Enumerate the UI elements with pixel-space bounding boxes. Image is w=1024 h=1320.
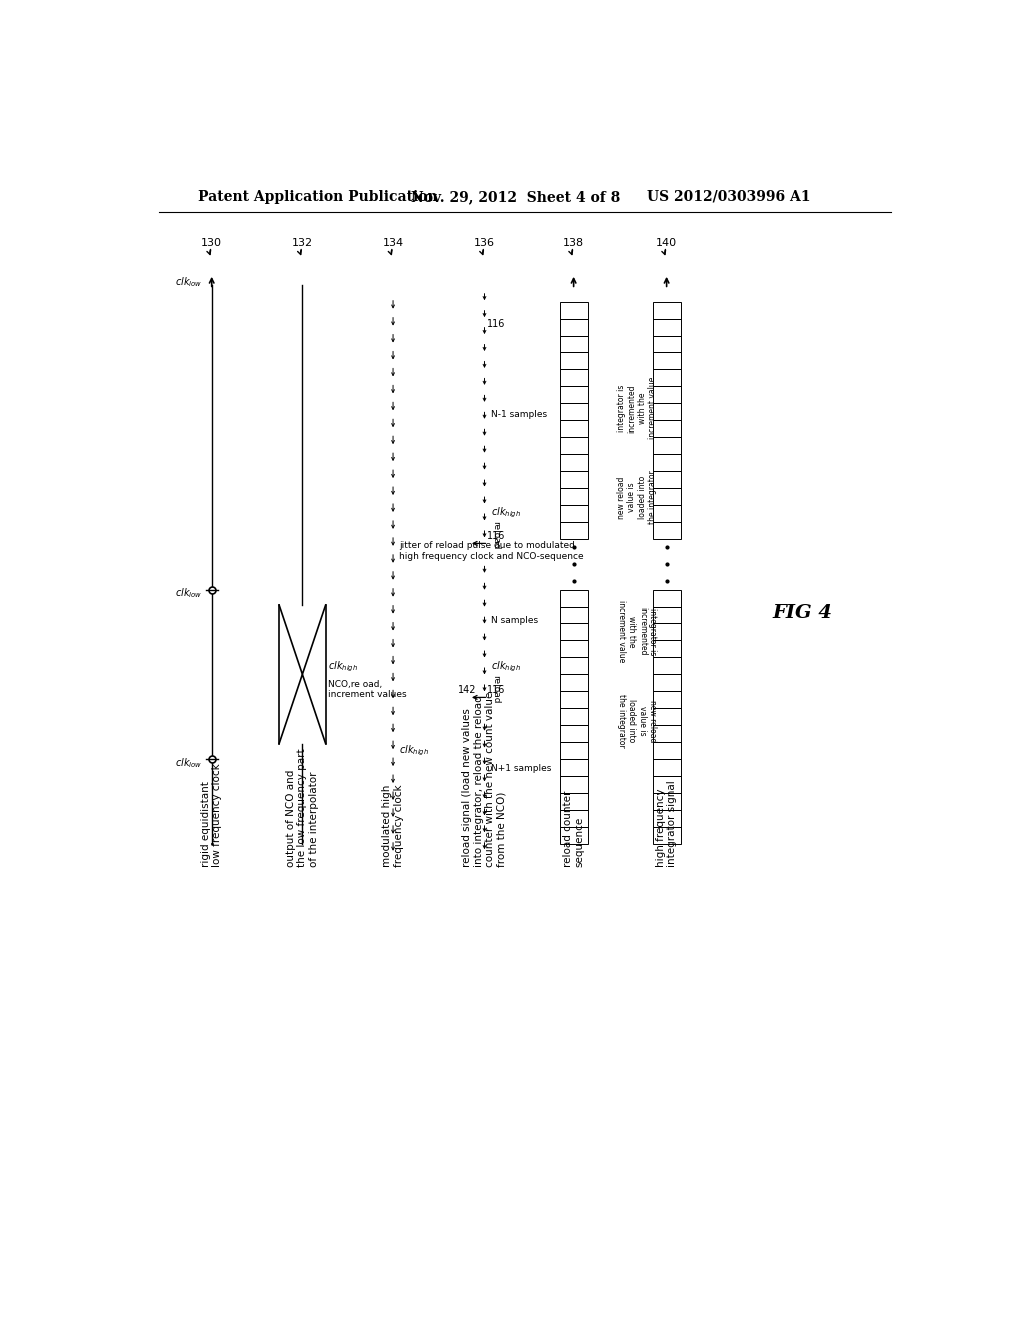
Bar xyxy=(652,759,681,776)
Text: high frequency
integrator signal: high frequency integrator signal xyxy=(655,780,678,867)
Text: integrator is
incremented
with the
increment value: integrator is incremented with the incre… xyxy=(617,378,657,440)
Text: new reload
value is
loaded into
the integrator: new reload value is loaded into the inte… xyxy=(617,694,657,747)
Text: reload signal (load new values
into integrator, reload the reload
counter with t: reload signal (load new values into inte… xyxy=(462,692,507,867)
Text: 116: 116 xyxy=(486,531,505,541)
Text: reload: reload xyxy=(490,675,500,704)
Bar xyxy=(560,759,588,776)
Text: $clk_{high}$: $clk_{high}$ xyxy=(399,744,429,759)
Text: N+1 samples: N+1 samples xyxy=(490,764,551,774)
Bar xyxy=(652,640,681,657)
Bar xyxy=(560,370,588,387)
Bar xyxy=(560,826,588,843)
Bar xyxy=(560,776,588,793)
Bar xyxy=(652,623,681,640)
Text: 138: 138 xyxy=(563,238,584,248)
Text: integrator is
incremented
with the
increment value: integrator is incremented with the incre… xyxy=(617,601,657,663)
Text: reload: reload xyxy=(490,521,500,549)
Bar xyxy=(652,776,681,793)
Bar xyxy=(652,826,681,843)
Text: Nov. 29, 2012  Sheet 4 of 8: Nov. 29, 2012 Sheet 4 of 8 xyxy=(411,190,621,203)
Bar xyxy=(560,725,588,742)
Bar xyxy=(560,521,588,539)
Bar xyxy=(652,793,681,810)
Bar xyxy=(652,387,681,404)
Bar xyxy=(652,742,681,759)
Text: US 2012/0303996 A1: US 2012/0303996 A1 xyxy=(647,190,811,203)
Bar xyxy=(652,810,681,826)
Bar xyxy=(560,488,588,506)
Bar xyxy=(560,623,588,640)
Text: 132: 132 xyxy=(292,238,313,248)
Bar xyxy=(652,506,681,521)
Bar xyxy=(560,657,588,675)
Bar xyxy=(560,640,588,657)
Bar xyxy=(560,675,588,692)
Bar xyxy=(652,708,681,725)
Bar xyxy=(652,471,681,488)
Text: modulated high
frequency clock: modulated high frequency clock xyxy=(382,784,403,867)
Bar xyxy=(652,404,681,420)
Text: 130: 130 xyxy=(201,238,222,248)
Bar xyxy=(560,607,588,623)
Text: FIG 4: FIG 4 xyxy=(772,603,833,622)
Bar xyxy=(560,810,588,826)
Bar xyxy=(560,387,588,404)
Bar xyxy=(560,506,588,521)
Bar xyxy=(560,318,588,335)
Text: output of NCO and
the low frequency part
of the interpolator: output of NCO and the low frequency part… xyxy=(286,748,318,867)
Bar xyxy=(652,437,681,454)
Text: new reload
value is
loaded into
the integrator: new reload value is loaded into the inte… xyxy=(617,471,657,524)
Bar xyxy=(652,607,681,623)
Bar xyxy=(560,742,588,759)
Text: $clk_{high}$: $clk_{high}$ xyxy=(328,660,358,673)
Bar xyxy=(652,521,681,539)
Bar xyxy=(560,335,588,352)
Bar xyxy=(560,302,588,318)
Bar xyxy=(652,488,681,506)
Bar xyxy=(652,302,681,318)
Bar xyxy=(652,352,681,370)
Bar xyxy=(560,437,588,454)
Text: Patent Application Publication: Patent Application Publication xyxy=(198,190,437,203)
Bar xyxy=(560,420,588,437)
Bar xyxy=(652,675,681,692)
Bar xyxy=(652,725,681,742)
Text: 136: 136 xyxy=(474,238,495,248)
Bar xyxy=(652,318,681,335)
Bar xyxy=(560,793,588,810)
Text: reload counter
sequence: reload counter sequence xyxy=(563,791,585,867)
Bar xyxy=(652,692,681,708)
Text: NCO,re oad,
increment values: NCO,re oad, increment values xyxy=(328,680,407,700)
Text: 116: 116 xyxy=(486,319,505,329)
Bar xyxy=(652,370,681,387)
Text: 134: 134 xyxy=(383,238,403,248)
Text: N samples: N samples xyxy=(490,616,538,624)
Text: rigid equidistant
low frequency clock: rigid equidistant low frequency clock xyxy=(201,763,222,867)
Text: $clk_{high}$: $clk_{high}$ xyxy=(490,660,521,673)
Bar xyxy=(652,420,681,437)
Bar xyxy=(652,335,681,352)
Bar xyxy=(560,471,588,488)
Text: N-1 samples: N-1 samples xyxy=(490,411,547,418)
Bar xyxy=(560,454,588,471)
Text: $clk_{low}$: $clk_{low}$ xyxy=(175,586,203,601)
Bar xyxy=(652,590,681,607)
Text: jitter of reload pulse due to modulated
high frequency clock and NCO-sequence: jitter of reload pulse due to modulated … xyxy=(399,541,584,561)
Text: 116: 116 xyxy=(486,685,505,694)
Bar xyxy=(560,590,588,607)
Bar xyxy=(560,352,588,370)
Text: $clk_{low}$: $clk_{low}$ xyxy=(175,756,203,770)
Text: $clk_{low}$: $clk_{low}$ xyxy=(175,275,203,289)
Bar xyxy=(560,692,588,708)
Bar xyxy=(560,404,588,420)
Text: $clk_{high}$: $clk_{high}$ xyxy=(490,506,521,520)
Text: 140: 140 xyxy=(656,238,677,248)
Bar xyxy=(652,657,681,675)
Text: 142: 142 xyxy=(459,685,477,694)
Bar xyxy=(652,454,681,471)
Bar xyxy=(560,708,588,725)
